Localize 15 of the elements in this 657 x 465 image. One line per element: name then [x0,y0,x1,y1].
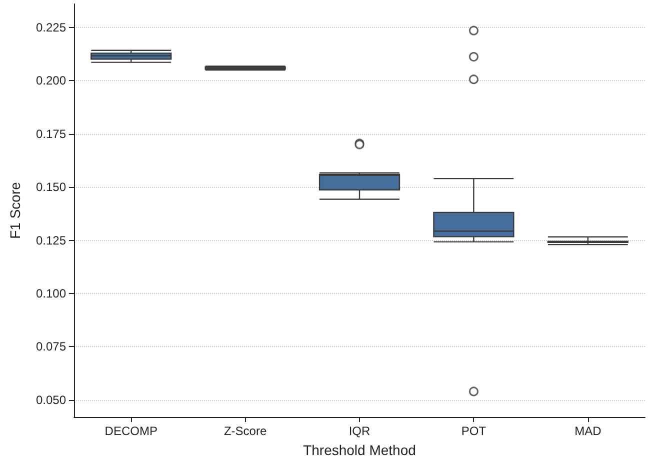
y-tick-label: 0.150 [36,180,66,194]
y-axis-title: F1 Score [7,182,23,239]
x-tick-label: DECOMP [104,424,158,438]
x-tick-label: IQR [348,424,370,438]
x-axis-title: Threshold Method [303,442,416,458]
y-tick-label: 0.125 [36,233,66,248]
y-tick-label: 0.075 [36,340,66,354]
y-tick-label: 0.175 [36,126,66,141]
x-tick-label: Z-Score [224,424,267,438]
y-tick-label: 0.200 [36,74,66,88]
y-tick-label: 0.225 [36,20,66,34]
x-tick-label: MAD [574,424,602,438]
y-tick-label: 0.100 [36,286,66,301]
x-tick-label: POT [461,424,487,438]
y-tick-label: 0.050 [36,392,66,407]
